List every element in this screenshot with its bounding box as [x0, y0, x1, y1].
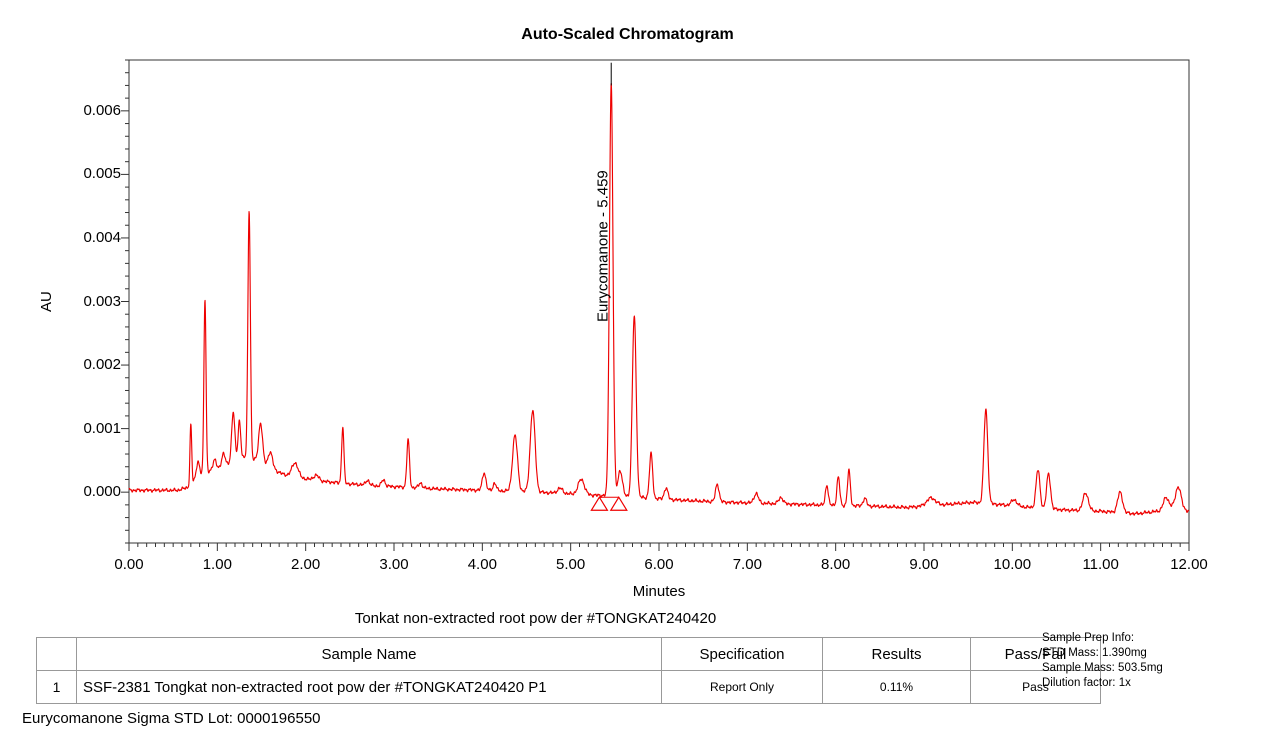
- x-tick-label: 0.00: [114, 556, 144, 573]
- integration-marker-start: [590, 496, 609, 511]
- y-tick-label: 0.001: [83, 419, 121, 437]
- y-tick-label: 0.003: [83, 292, 121, 310]
- sample-prep-dilution: Dilution factor: 1x: [1042, 677, 1131, 689]
- sample-prep-std-mass: STD Mass: 1.390mg: [1042, 647, 1147, 659]
- x-axis-label: Minutes: [632, 583, 686, 600]
- x-tick-label: 5.00: [556, 556, 586, 573]
- x-tick-label: 6.00: [644, 556, 674, 573]
- integration-marker-end: [609, 496, 628, 511]
- x-tick-label: 9.00: [909, 556, 939, 573]
- cell-pass-fail: Pass: [970, 670, 1101, 704]
- header-pass-fail: Pass/Fail: [970, 637, 1101, 671]
- sample-prep-title: Sample Prep Info:: [1042, 632, 1135, 644]
- x-tick-label: 4.00: [467, 556, 497, 573]
- x-tick-label: 2.00: [291, 556, 321, 573]
- results-table: Sample Name Specification Results Pass/F…: [36, 637, 1101, 704]
- cell-results: 0.11%: [822, 670, 971, 704]
- header-sample-name: Sample Name: [76, 637, 662, 671]
- cell-specification: Report Only: [661, 670, 823, 704]
- header-row-number: [36, 637, 77, 671]
- y-tick-label: 0.002: [83, 356, 121, 374]
- chromatogram-plot: [121, 59, 1190, 551]
- table-header-row: Sample Name Specification Results Pass/F…: [36, 637, 1101, 671]
- cell-row-number: 1: [36, 670, 77, 704]
- y-tick-label: 0.004: [83, 228, 121, 246]
- header-specification: Specification: [661, 637, 823, 671]
- y-tick-label: 0.006: [83, 101, 121, 119]
- y-tick-label: 0.005: [83, 165, 121, 183]
- x-tick-label: 10.00: [993, 556, 1032, 573]
- x-tick-label: 8.00: [821, 556, 851, 573]
- sample-prep-sample-mass: Sample Mass: 503.5mg: [1042, 662, 1163, 674]
- chromatogram-trace: [128, 83, 1190, 516]
- x-tick-label: 1.00: [202, 556, 232, 573]
- y-tick-label: 0.000: [83, 483, 121, 501]
- sample-caption: Tonkat non-extracted root pow der #TONGK…: [354, 610, 717, 627]
- chart-title: Auto-Scaled Chromatogram: [521, 26, 734, 43]
- sample-prep-info: Sample Prep Info: STD Mass: 1.390mg Samp…: [1042, 631, 1163, 691]
- x-tick-label: 3.00: [379, 556, 409, 573]
- peak-label: Eurycomanone - 5.459: [594, 170, 612, 322]
- table-row: 1 SSF-2381 Tongkat non-extracted root po…: [36, 670, 1101, 704]
- std-lot-text: Eurycomanone Sigma STD Lot: 0000196550: [22, 710, 321, 727]
- plot-border: [128, 59, 1190, 544]
- y-axis-label: AU: [38, 291, 55, 313]
- x-tick-label: 7.00: [732, 556, 762, 573]
- header-results: Results: [822, 637, 971, 671]
- cell-sample-name: SSF-2381 Tongkat non-extracted root pow …: [76, 670, 662, 704]
- x-tick-label: 12.00: [1170, 556, 1208, 573]
- x-tick-label: 11.00: [1082, 556, 1119, 573]
